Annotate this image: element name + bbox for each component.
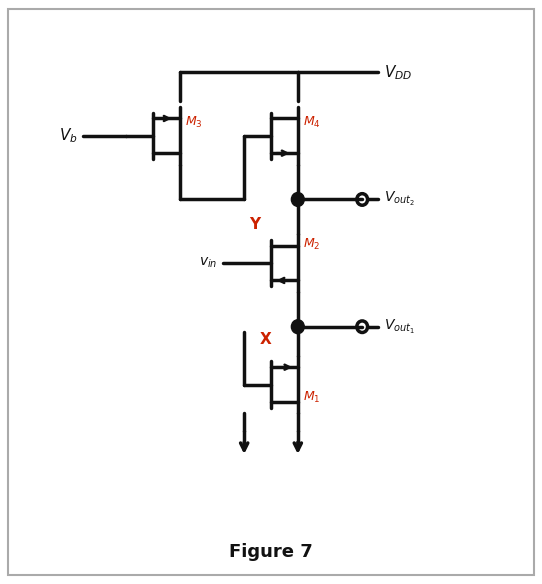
Text: $V_{DD}$: $V_{DD}$ [384,63,412,82]
Circle shape [292,320,304,333]
Text: $V_{out_2}$: $V_{out_2}$ [384,190,415,208]
Text: $M_4$: $M_4$ [303,115,321,130]
Text: $M_3$: $M_3$ [185,115,203,130]
Text: $V_{out_1}$: $V_{out_1}$ [384,318,415,336]
Text: $V_b$: $V_b$ [59,127,78,145]
Text: $M_1$: $M_1$ [303,390,321,405]
Text: $v_{in}$: $v_{in}$ [199,256,217,270]
Text: X: X [260,332,272,347]
Text: $M_2$: $M_2$ [303,237,320,252]
Text: Y: Y [249,217,261,232]
Circle shape [292,193,304,206]
Text: Figure 7: Figure 7 [229,543,313,561]
